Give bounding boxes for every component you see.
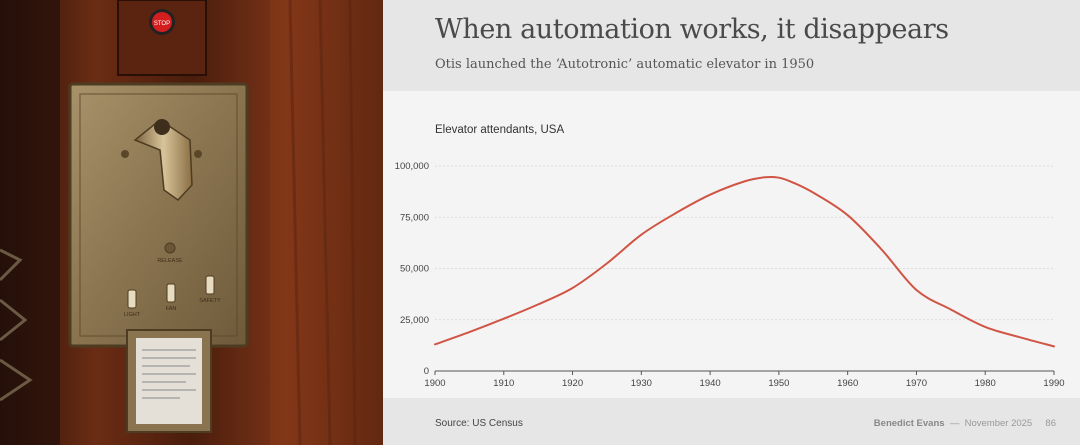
elevator-control-photo: STOP RELEASE LIGHT FAN SAFETY — [0, 0, 383, 445]
slide-footer: Source: US Census Benedict Evans — Novem… — [383, 398, 1080, 445]
source-note: Source: US Census — [435, 418, 523, 429]
chart-slide: When automation works, it disappears Oti… — [383, 0, 1080, 445]
safety-label: SAFETY — [199, 298, 221, 304]
x-tick-label: 1950 — [768, 378, 789, 389]
slide-title: When automation works, it disappears — [435, 14, 949, 45]
series-line-elevator-attendants — [434, 175, 1055, 348]
footer-separator: — — [949, 418, 960, 429]
fan-label: FAN — [166, 306, 177, 312]
x-tick-label: 1990 — [1043, 378, 1064, 389]
stop-button[interactable] — [152, 12, 172, 32]
fan-switch[interactable] — [166, 283, 176, 303]
light-label: LIGHT — [124, 312, 141, 318]
lever-handle[interactable] — [133, 119, 193, 201]
y-tick-label: 50,000 — [400, 264, 429, 275]
author-name: Benedict Evans — [873, 418, 945, 429]
elevator-attendants-chart: Elevator attendants, USA 0 25,000 50,000 75… — [395, 124, 1065, 389]
elevator-panel-illustration: STOP RELEASE LIGHT FAN SAFETY — [0, 0, 383, 445]
page-number: 86 — [1045, 418, 1056, 429]
footer-date: November 2025 — [964, 418, 1033, 429]
y-tick-label: 75,000 — [400, 212, 429, 223]
x-tick-label: 1940 — [700, 378, 721, 389]
y-tick-label: 0 — [424, 366, 429, 377]
footer-credit: Benedict Evans — November 2025 86 — [874, 418, 1056, 429]
x-tick-label: 1910 — [493, 378, 514, 389]
inspection-certificate — [136, 338, 202, 424]
slide-header: When automation works, it disappears Oti… — [383, 0, 1080, 91]
light-switch[interactable] — [127, 289, 137, 309]
x-tick-label: 1960 — [837, 378, 858, 389]
x-tick-label: 1920 — [562, 378, 583, 389]
slide-subtitle: Otis launched the ‘Autotronic’ automatic… — [435, 57, 815, 72]
release-label: RELEASE — [157, 258, 183, 264]
safety-switch[interactable] — [205, 275, 215, 295]
x-tick-label: 1970 — [906, 378, 927, 389]
y-tick-label: 25,000 — [400, 315, 429, 326]
chart-title: Elevator attendants, USA — [435, 124, 564, 136]
x-tick-label: 1930 — [631, 378, 652, 389]
x-tick-label: 1900 — [424, 378, 445, 389]
y-tick-label: 100,000 — [395, 161, 429, 172]
stop-label: STOP — [154, 21, 170, 27]
x-tick-label: 1980 — [975, 378, 996, 389]
